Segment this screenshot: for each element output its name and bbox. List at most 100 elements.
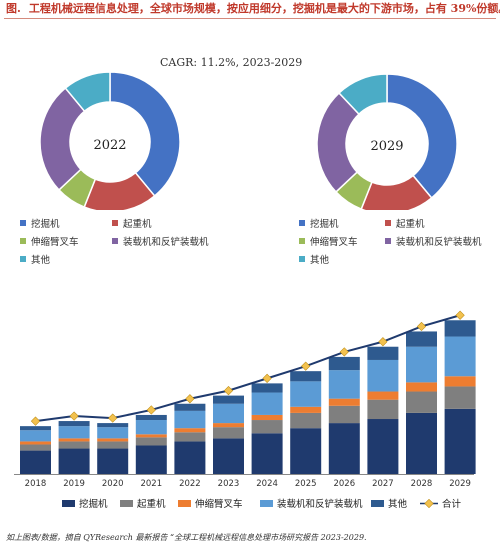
donut-slice-5 bbox=[64, 71, 111, 113]
total-line bbox=[30, 310, 465, 426]
legend-label: 起重机 bbox=[123, 219, 152, 230]
bar-segment bbox=[213, 395, 244, 404]
bar-legend: 挖掘机 起重机 伸缩臂叉车 装载机和反铲装载机 其他 合计 bbox=[0, 492, 500, 512]
x-tick-label: 2018 bbox=[25, 479, 47, 489]
legend-swatch bbox=[299, 256, 305, 262]
x-tick-label: 2023 bbox=[218, 479, 240, 489]
bar-series bbox=[20, 320, 476, 474]
bar-segment bbox=[367, 419, 399, 474]
source-note: 如上图表/数据，摘自 QYResearch 最新报告 “全球工程机械远程信息处理… bbox=[6, 533, 367, 542]
bar-segment bbox=[58, 441, 90, 449]
donut-center-2022: 2022 bbox=[93, 138, 126, 153]
bar-segment bbox=[20, 444, 51, 451]
legend-item-loader: 装载机和反铲装载机 bbox=[385, 234, 482, 248]
total-point bbox=[416, 321, 427, 332]
bar-segment bbox=[290, 406, 322, 413]
legend-swatch bbox=[299, 238, 305, 244]
bar-segment bbox=[290, 381, 322, 407]
legend-item-telehandler: 伸缩臂叉车 bbox=[20, 234, 79, 248]
legend-label: 起重机 bbox=[137, 499, 166, 510]
bar-segment bbox=[251, 392, 283, 415]
legend-swatch bbox=[299, 220, 305, 226]
legend-item-crane: 起重机 bbox=[120, 496, 166, 510]
total-point bbox=[30, 416, 41, 426]
bar-segment bbox=[58, 448, 90, 474]
bar-segment bbox=[174, 432, 206, 442]
figure-caption: 图. 工程机械远程信息处理，全球市场规模，按应用细分，挖掘机是最大的下游市场，占有… bbox=[0, 0, 500, 22]
legend-swatch bbox=[371, 500, 384, 507]
x-tick-label: 2022 bbox=[179, 479, 201, 489]
legend-donut-2029: 挖掘机 起重机 伸缩臂叉车 装载机和反铲装载机 其他 bbox=[299, 216, 499, 266]
legend-item-excavator: 挖掘机 bbox=[20, 216, 60, 230]
legend-swatch bbox=[385, 238, 391, 244]
legend-swatch bbox=[260, 500, 273, 507]
bar-segment bbox=[290, 412, 322, 429]
bar-segment bbox=[135, 414, 167, 421]
x-tick-label: 2020 bbox=[102, 479, 124, 489]
bar-segment bbox=[20, 426, 51, 431]
bar-segment bbox=[135, 437, 167, 446]
legend-item-excavator: 挖掘机 bbox=[299, 216, 339, 230]
bar-segment bbox=[251, 420, 283, 434]
donut-slice-1 bbox=[386, 73, 458, 199]
bar-segment bbox=[406, 346, 437, 383]
bar-segment bbox=[328, 356, 360, 371]
bar-segment bbox=[251, 414, 283, 421]
legend-item-total: 合计 bbox=[420, 496, 461, 510]
donut-charts: 2022 2029 bbox=[39, 71, 458, 210]
legend-swatch bbox=[385, 220, 391, 226]
bar-segment bbox=[406, 331, 437, 347]
legend-item-telehandler: 伸缩臂叉车 bbox=[178, 496, 243, 510]
x-tick-label: 2019 bbox=[63, 479, 85, 489]
stacked-bar-chart: 2018 2019 2020 2021 2022 2023 2024 2025 2026 2027… bbox=[14, 310, 476, 489]
legend-label: 其他 bbox=[310, 255, 330, 266]
legend-label: 伸缩臂叉车 bbox=[31, 237, 79, 248]
bar-segment bbox=[290, 428, 322, 474]
bar-segment bbox=[135, 420, 167, 435]
legend-item-other: 其他 bbox=[371, 496, 407, 510]
legend-swatch bbox=[178, 500, 191, 507]
x-tick-label: 2024 bbox=[256, 479, 278, 489]
bar-segment bbox=[174, 403, 206, 411]
bar-segment bbox=[367, 391, 399, 400]
bar-segment bbox=[444, 336, 476, 377]
bar-segment bbox=[367, 346, 399, 360]
legend-label: 其他 bbox=[31, 255, 51, 266]
legend-swatch bbox=[112, 220, 118, 226]
bar-segment bbox=[174, 441, 206, 474]
donut-slice-1 bbox=[109, 71, 181, 197]
bar-segment bbox=[328, 370, 360, 399]
bar-segment bbox=[328, 398, 360, 406]
bar-segment bbox=[97, 441, 129, 449]
bar-segment bbox=[367, 399, 399, 420]
legend-label: 装载机和反铲装载机 bbox=[277, 499, 363, 510]
legend-item-loader: 装载机和反铲装载机 bbox=[260, 496, 363, 510]
bar-segment bbox=[444, 408, 476, 474]
legend-label: 其他 bbox=[388, 499, 408, 510]
total-point bbox=[455, 310, 465, 320]
legend-item-other: 其他 bbox=[20, 252, 50, 266]
bar-segment bbox=[406, 412, 437, 474]
bar-segment bbox=[58, 421, 90, 427]
cagr-label: CAGR: 11.2%, 2023-2029 bbox=[160, 56, 303, 69]
legend-line-marker-icon bbox=[420, 498, 438, 509]
total-point bbox=[223, 386, 234, 396]
legend-swatch bbox=[20, 220, 26, 226]
bar-segment bbox=[213, 438, 244, 474]
bar-segment bbox=[97, 423, 129, 428]
bar-segment bbox=[174, 410, 206, 429]
bar-segment bbox=[328, 405, 360, 424]
bar-segment bbox=[213, 427, 244, 439]
bar-segment bbox=[58, 426, 90, 439]
figure-title: 工程机械远程信息处理，全球市场规模，按应用细分，挖掘机是最大的下游市场，占有 3… bbox=[28, 2, 500, 15]
legend-swatch bbox=[20, 256, 26, 262]
legend-swatch bbox=[62, 500, 75, 507]
bar-segment bbox=[444, 320, 476, 337]
bar-segment bbox=[135, 434, 167, 438]
legend-swatch bbox=[120, 500, 133, 507]
total-point bbox=[108, 413, 118, 423]
total-point bbox=[146, 405, 156, 415]
figure-label: 图. bbox=[6, 2, 21, 15]
x-tick-label: 2029 bbox=[449, 479, 471, 489]
bar-segment bbox=[213, 423, 244, 428]
